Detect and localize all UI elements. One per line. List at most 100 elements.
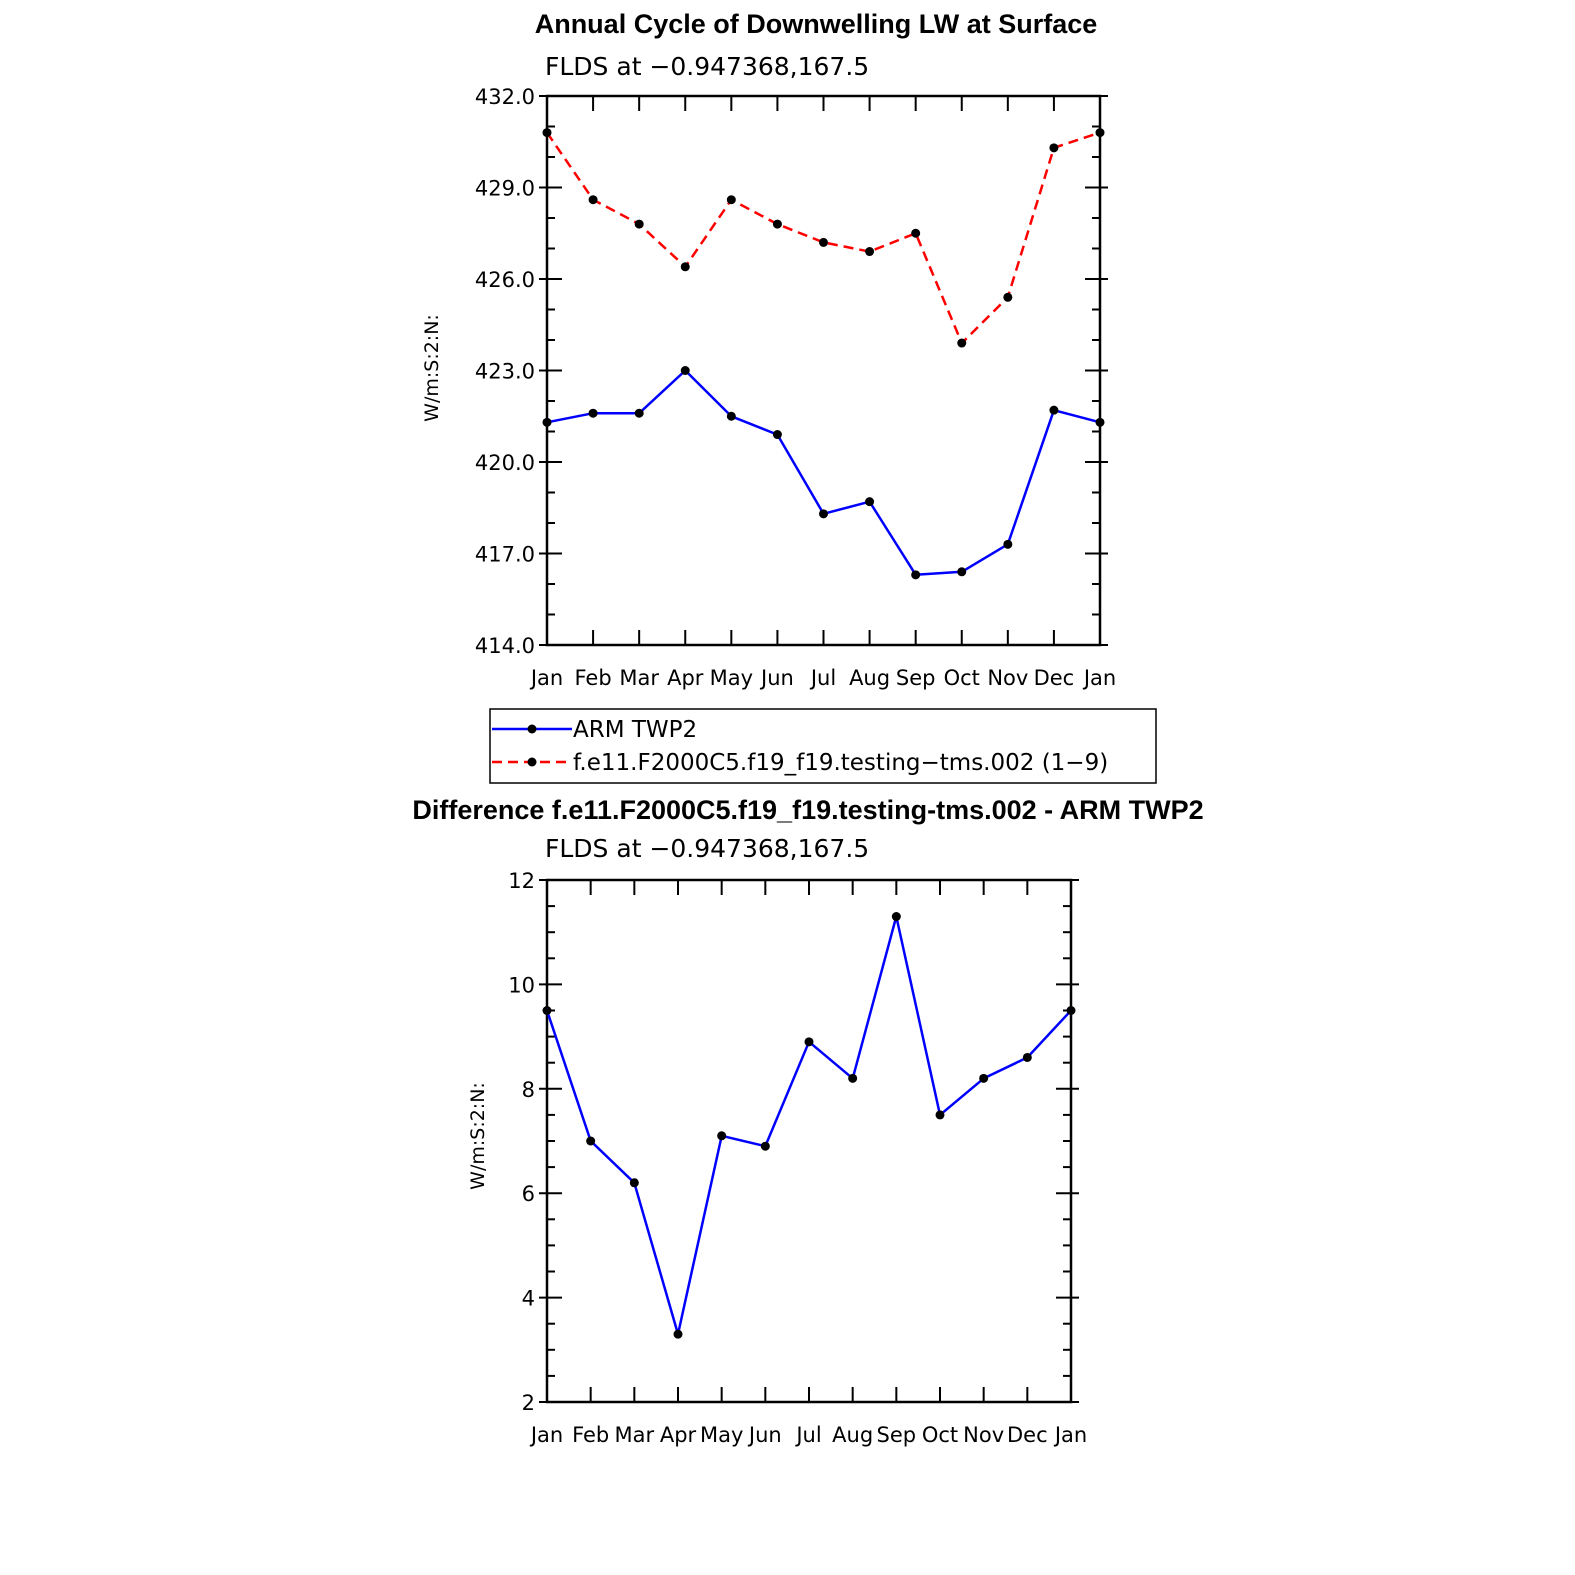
y-tick-label: 2 — [522, 1391, 535, 1415]
plot-frame — [545, 94, 1102, 647]
series-line-1 — [545, 131, 1101, 345]
x-tick-label: Dec — [1007, 1423, 1048, 1447]
x-tick-label: Oct — [944, 666, 980, 690]
data-point — [772, 430, 782, 440]
y-tick-label: 6 — [522, 1182, 535, 1206]
y-tick-label: 414.0 — [475, 634, 535, 658]
data-point — [1049, 143, 1059, 153]
series-line-0 — [545, 915, 1072, 1336]
data-point — [979, 1073, 989, 1083]
data-point — [1066, 1006, 1076, 1015]
y-axis-label: W/m:S:2:N: — [421, 314, 443, 422]
legend-label-arm: ARM TWP2 — [573, 717, 697, 743]
x-tick-label: Oct — [922, 1423, 958, 1447]
x-tick-label: Jul — [809, 666, 836, 690]
x-tick-label: Aug — [849, 666, 890, 690]
x-tick-label: Sep — [877, 1423, 917, 1447]
legend: ARM TWP2 f.e11.F2000C5.f19_f19.testing−t… — [489, 708, 1157, 784]
data-point — [726, 195, 736, 205]
plot-area: Jan Feb Mar Apr May Jun Jul Aug Sep Oct Nov Dec Jan2… — [508, 869, 1087, 1447]
chart-title: Difference f.e11.F2000C5.f19_f19.testing… — [412, 795, 1203, 825]
data-point — [911, 570, 921, 580]
y-tick-label: 423.0 — [475, 360, 535, 384]
data-point — [891, 912, 901, 922]
x-tick-label: Jan — [1053, 1423, 1087, 1447]
y-tick-label: 8 — [522, 1078, 535, 1102]
y-axis-label: W/m:S:2:N: — [467, 1082, 489, 1190]
x-tick-label: Feb — [574, 666, 611, 690]
y-tick-label: 12 — [508, 869, 535, 893]
data-point — [542, 128, 552, 138]
plot-area: Jan Feb Mar Apr May Jun Jul Aug Sep Oct Nov Dec Jan 4… — [475, 85, 1116, 690]
data-point — [634, 408, 644, 418]
data-point — [865, 247, 875, 257]
data-point — [865, 497, 875, 507]
data-point — [542, 417, 552, 427]
y-tick-label: 432.0 — [475, 85, 535, 109]
data-point — [1095, 128, 1105, 138]
x-tick-label: Mar — [619, 666, 659, 690]
x-tick-label: Apr — [660, 1423, 697, 1447]
x-tick-label: Dec — [1034, 666, 1075, 690]
data-point — [819, 509, 828, 519]
chart-subtitle: FLDS at −0.947368,167.5 — [545, 52, 869, 81]
chart-title: Annual Cycle of Downwelling LW at Surfac… — [535, 9, 1098, 39]
data-point — [673, 1329, 683, 1339]
data-point — [1095, 417, 1105, 427]
x-tick-label: Mar — [615, 1423, 655, 1447]
data-point — [1049, 405, 1059, 415]
x-tick-label: Jan — [1082, 666, 1116, 690]
x-tick-label: Jan — [529, 666, 563, 690]
data-point — [680, 262, 690, 272]
data-point — [1003, 292, 1013, 302]
data-point — [717, 1131, 727, 1141]
legend-marker-model — [527, 757, 537, 767]
legend-box — [489, 708, 1157, 784]
legend-entry-model: f.e11.F2000C5.f19_f19.testing−tms.002 (1… — [492, 750, 1108, 776]
data-point — [586, 1136, 596, 1146]
x-tick-label: Jul — [794, 1423, 821, 1447]
x-tick-label: Sep — [896, 666, 936, 690]
y-tick-label: 426.0 — [475, 268, 535, 292]
data-point — [726, 411, 736, 421]
y-tick-label: 417.0 — [475, 543, 535, 567]
data-point — [542, 1006, 552, 1015]
plot-frame — [545, 878, 1073, 1404]
data-point — [1022, 1052, 1032, 1062]
x-tick-label: Jun — [747, 1423, 782, 1447]
x-tick-label: Jun — [759, 666, 794, 690]
data-point — [1003, 539, 1013, 549]
data-point — [848, 1073, 858, 1083]
chart-subtitle: FLDS at −0.947368,167.5 — [545, 834, 869, 863]
x-tick-label: Jan — [529, 1423, 563, 1447]
legend-entry-arm: ARM TWP2 — [492, 717, 697, 743]
x-tick-label: May — [700, 1423, 743, 1447]
series-line-0 — [546, 369, 1101, 577]
data-point — [935, 1110, 945, 1120]
y-tick-label: 4 — [522, 1287, 535, 1311]
y-tick-label: 10 — [508, 973, 535, 997]
x-tick-label: Aug — [832, 1423, 873, 1447]
difference-panel: Difference f.e11.F2000C5.f19_f19.testing… — [412, 795, 1203, 1447]
data-point — [588, 408, 598, 418]
data-point — [588, 195, 598, 205]
x-tick-label: Apr — [667, 666, 704, 690]
x-tick-label: May — [710, 666, 753, 690]
data-point — [957, 338, 967, 348]
data-point — [819, 237, 828, 247]
annual-cycle-panel: Annual Cycle of Downwelling LW at Surfac… — [421, 9, 1116, 690]
legend-marker-arm — [527, 724, 537, 734]
y-tick-label: 429.0 — [475, 177, 535, 201]
data-point — [804, 1037, 814, 1047]
data-point — [911, 228, 921, 238]
data-point — [680, 366, 690, 375]
x-tick-label: Nov — [963, 1423, 1004, 1447]
data-point — [772, 219, 782, 229]
data-point — [634, 219, 644, 229]
x-tick-label: Feb — [572, 1423, 609, 1447]
legend-label-model: f.e11.F2000C5.f19_f19.testing−tms.002 (1… — [573, 750, 1108, 776]
data-point — [760, 1141, 770, 1151]
x-tick-label: Nov — [987, 666, 1028, 690]
data-point — [957, 567, 967, 577]
